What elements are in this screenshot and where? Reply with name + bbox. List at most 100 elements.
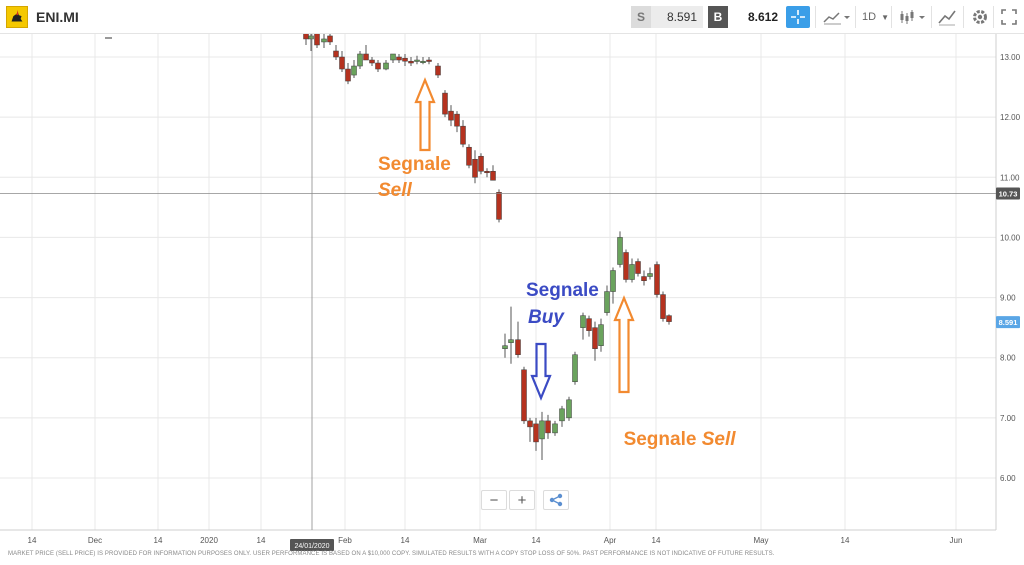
candle [321, 32, 327, 48]
candle [327, 29, 333, 45]
annotation-buy: Segnale Buy [526, 277, 599, 331]
x-tick-label: 14 [154, 536, 163, 545]
candle-body [617, 237, 623, 265]
candle [351, 60, 357, 79]
candle [566, 396, 572, 421]
candle [666, 314, 672, 325]
candle [357, 50, 363, 70]
chevron-down-icon: ▼ [881, 13, 890, 22]
candle [442, 90, 448, 118]
y-tick-label: 10.00 [1000, 233, 1021, 242]
candle-body [527, 420, 533, 428]
candle-body [460, 125, 466, 145]
candle-body [333, 50, 339, 58]
candle-body [586, 318, 592, 331]
candle-body [604, 291, 610, 313]
candle [592, 321, 598, 361]
candle [345, 63, 351, 85]
chart-toolbar: ENI.MI S 8.591 B 8.612 1D ▼ [0, 0, 1024, 34]
candles-button[interactable] [898, 6, 928, 28]
candle [466, 144, 472, 169]
chart-type-button[interactable] [822, 6, 852, 28]
candle-body [357, 53, 363, 67]
annotation-buy-line1: Segnale [526, 280, 599, 301]
draw-tools-button[interactable] [936, 6, 958, 28]
candle [460, 120, 466, 148]
annotation-sell-1-line2: Sell [378, 180, 412, 201]
candle-body [408, 60, 414, 64]
candle [454, 111, 460, 133]
candle [515, 321, 521, 358]
candle [647, 267, 653, 280]
y-tick-label: 13.00 [1000, 53, 1021, 62]
candle [490, 165, 496, 181]
x-tick-label: 14 [532, 536, 541, 545]
annotation-sell-2: Segnale Sell [613, 404, 736, 452]
candle-body [402, 57, 408, 62]
candle-body [484, 171, 490, 174]
candle [533, 417, 539, 451]
x-tick-label: 2020 [200, 536, 218, 545]
chart-area[interactable]: 13.00 12.00 11.00 10.00 9.00 8.00 7.00 6.00 14 De… [0, 29, 1024, 560]
candle-body [566, 399, 572, 419]
candlestick-chart[interactable]: 13.00 12.00 11.00 10.00 9.00 8.00 7.00 6.00 14 De… [0, 29, 1024, 560]
candle-body [539, 420, 545, 440]
crosshair-date-label: 24/01/2020 [294, 543, 329, 550]
candle [539, 411, 545, 460]
candle-body [478, 155, 484, 172]
y-tick-label: 12.00 [1000, 113, 1021, 122]
share-button[interactable] [543, 490, 569, 510]
candle-body [515, 339, 521, 355]
candle-body [508, 339, 514, 343]
sell-arrow-2-icon [613, 295, 635, 394]
candle-body [654, 264, 660, 295]
settings-button[interactable] [970, 6, 990, 28]
buy-price-button[interactable]: B 8.612 [708, 6, 780, 28]
candle [435, 63, 441, 79]
settings-icon [973, 10, 987, 24]
candle [508, 306, 514, 364]
timeframe-label: 1D [862, 11, 877, 23]
candle-body [472, 158, 478, 178]
y-tick-label: 6.00 [1000, 474, 1016, 483]
disclaimer-text: MARKET PRICE (SELL PRICE) IS PROVIDED FO… [8, 551, 775, 557]
candle-body [521, 369, 527, 422]
candle [390, 53, 396, 64]
candle-body [390, 53, 396, 61]
candle-body [466, 146, 472, 166]
candle [598, 318, 604, 352]
candle [641, 270, 647, 286]
candle-body [666, 315, 672, 322]
candle-body [592, 327, 598, 349]
candle [521, 366, 527, 424]
crosshair-button[interactable] [786, 6, 810, 28]
x-tick-label: May [753, 536, 768, 545]
y-tick-label: 9.00 [1000, 294, 1016, 303]
candle-body [435, 65, 441, 76]
current-price-tag: 8.591 [999, 318, 1018, 327]
candle-body [339, 56, 345, 70]
fullscreen-button[interactable] [999, 6, 1019, 28]
candle [545, 414, 551, 439]
candle [623, 249, 629, 283]
x-tick-label: 14 [257, 536, 266, 545]
candle-body [623, 252, 629, 280]
sell-arrow-1-icon [414, 77, 436, 152]
sell-price-button[interactable]: S 8.591 [631, 6, 703, 28]
candle [604, 285, 610, 316]
candle-body [414, 59, 420, 62]
timeframe-select[interactable]: 1D ▼ [862, 6, 889, 28]
candle [617, 231, 623, 268]
candle [472, 150, 478, 184]
candle-body [448, 110, 454, 121]
buy-price: 8.612 [747, 10, 778, 24]
candle-body [345, 68, 351, 82]
candle-body [308, 35, 314, 40]
candle-body [533, 423, 539, 443]
x-tick-label: Dec [88, 536, 102, 545]
candle [420, 57, 426, 65]
candles-icon [900, 10, 925, 24]
line-chart-icon [823, 12, 850, 25]
zoom-in-button[interactable]: + [509, 490, 535, 510]
zoom-out-button[interactable]: − [481, 490, 507, 510]
